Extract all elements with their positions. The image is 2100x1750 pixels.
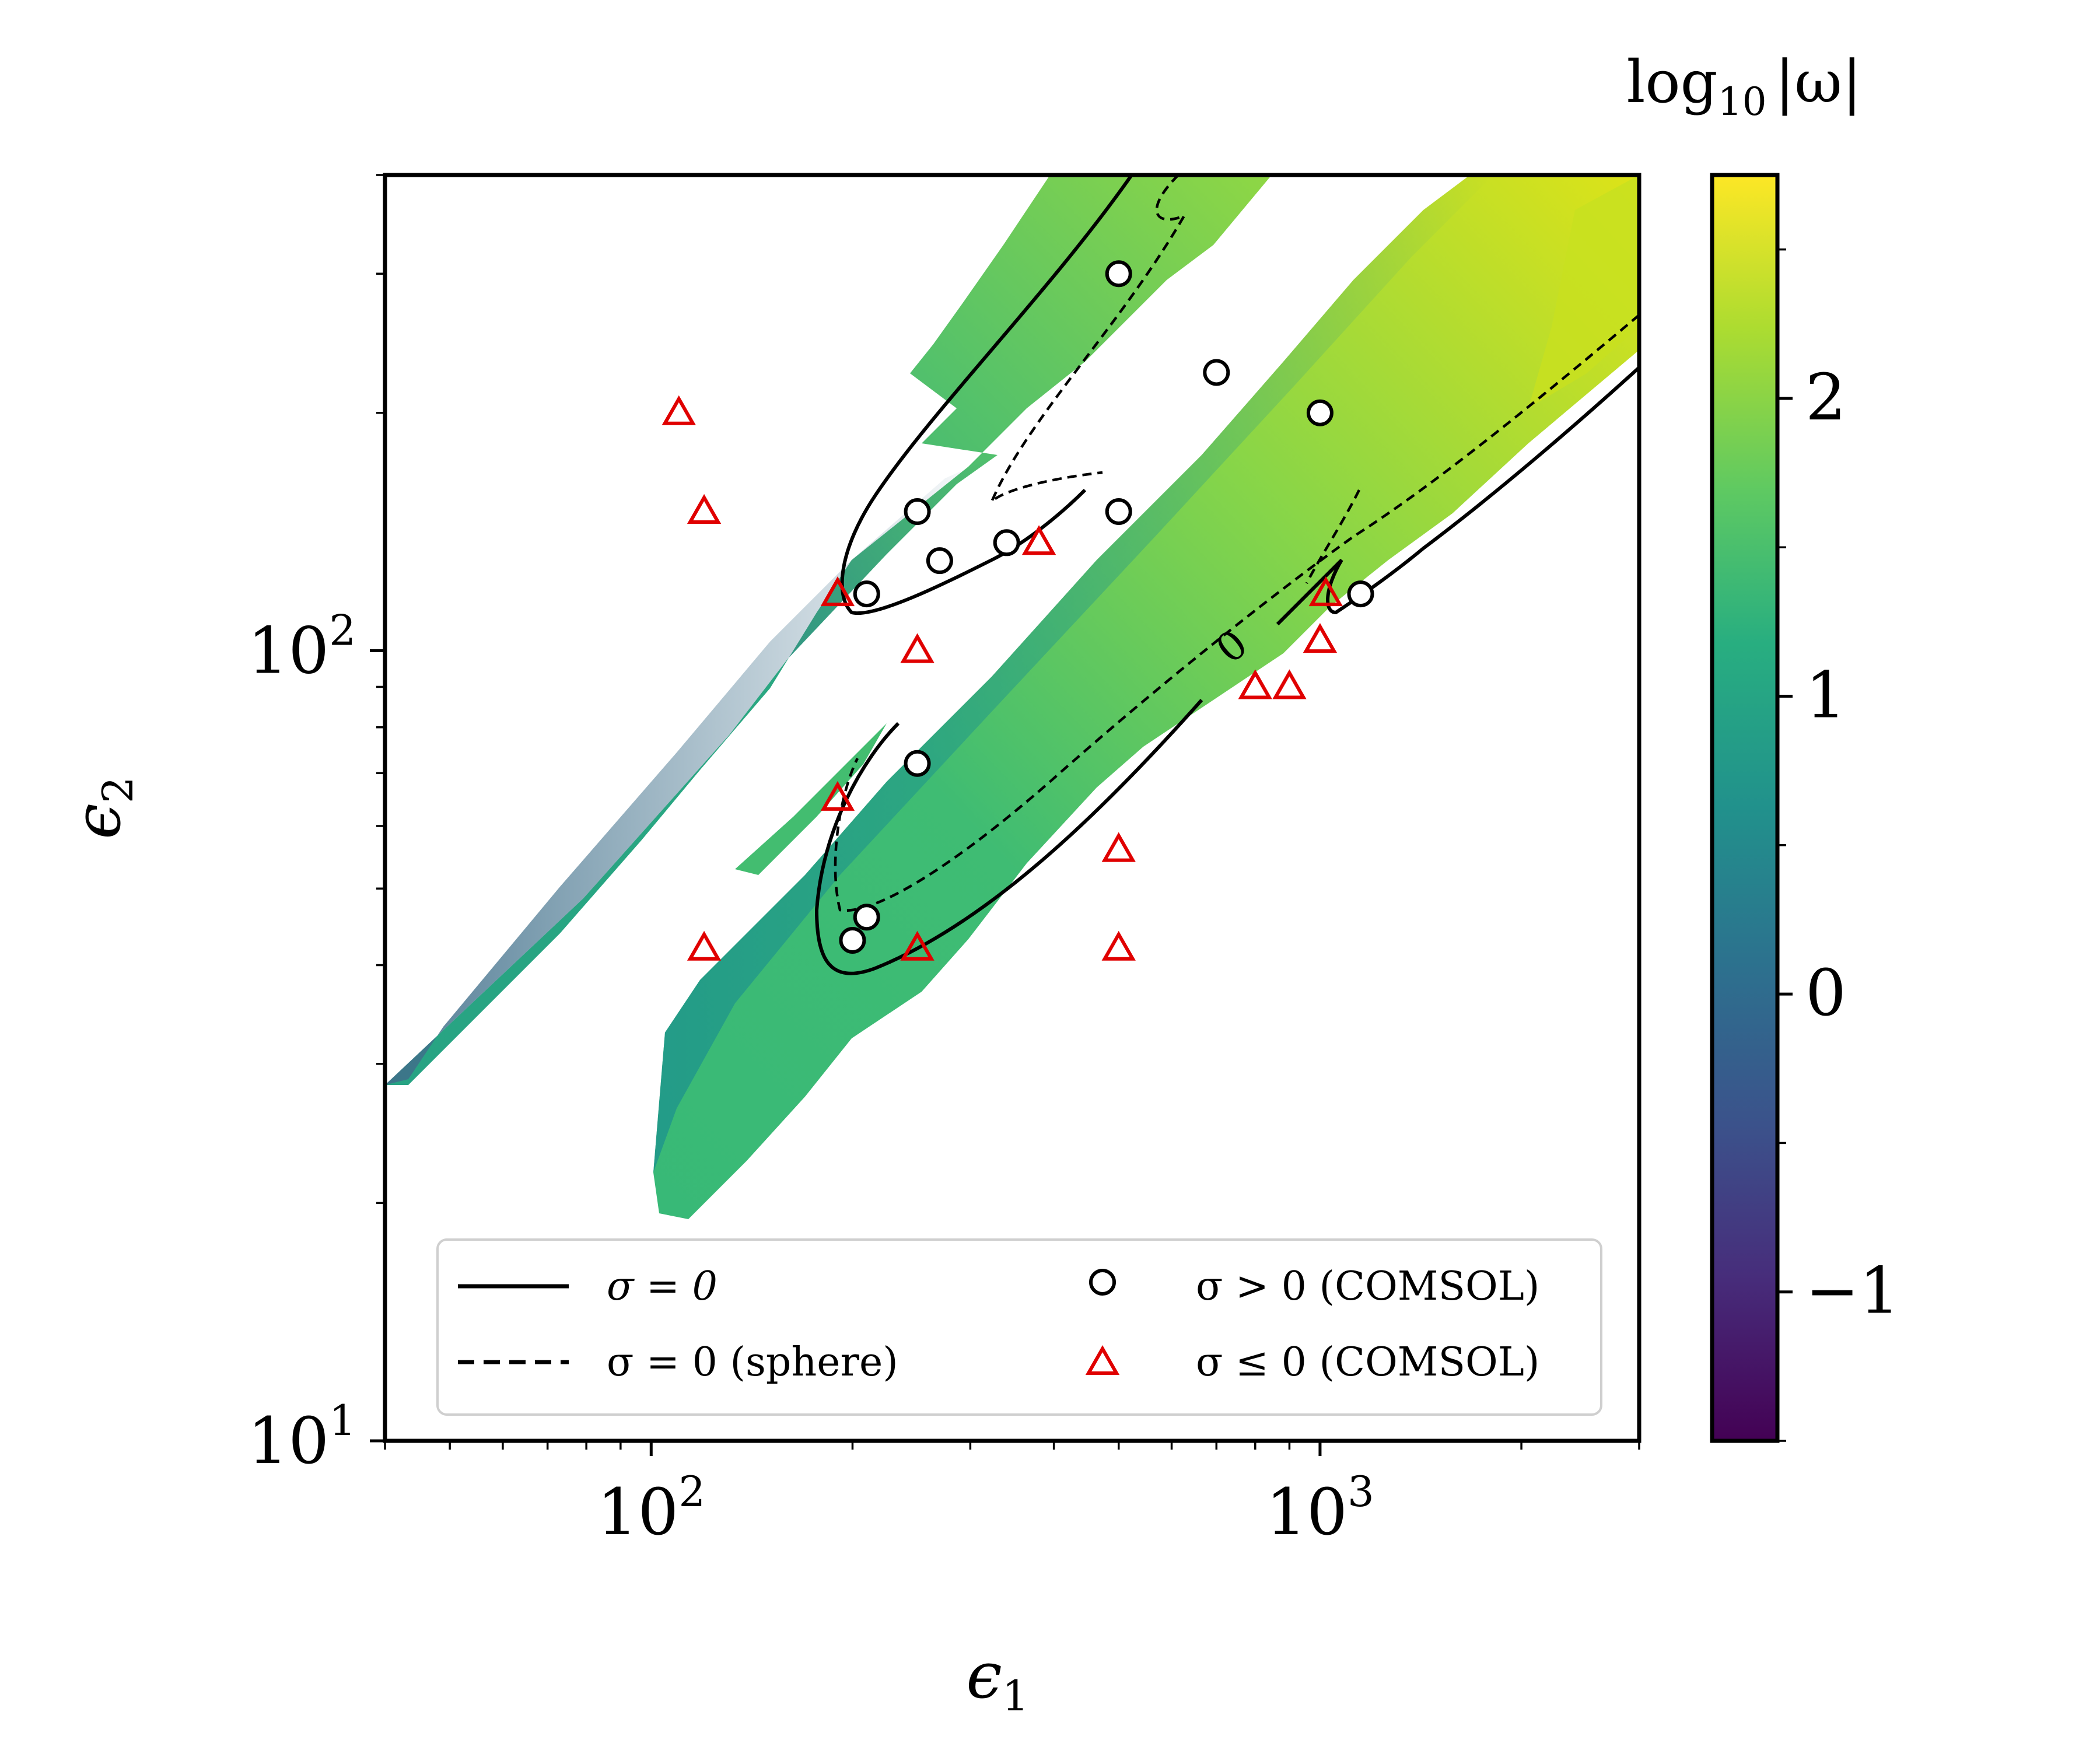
plot-area — [383, 173, 1642, 1443]
marker-sigma-nonpositive — [820, 576, 855, 607]
marker-sigma-nonpositive — [900, 930, 935, 961]
x-axis: 102 103 — [384, 1441, 1640, 1549]
colorbar-ticks: −1 0 1 2 — [1777, 248, 1900, 1442]
marker-sigma-positive — [1105, 260, 1132, 288]
contour-sigma-zero-sphere-upper — [990, 175, 1188, 503]
marker-sigma-positive — [904, 498, 931, 525]
marker-sigma-positive — [853, 904, 880, 931]
legend-label-sigma-positive: σ > 0 (COMSOL) — [1196, 1264, 1539, 1310]
marker-sigma-nonpositive — [1101, 930, 1136, 961]
marker-sigma-nonpositive — [687, 930, 722, 961]
marker-sigma-nonpositive — [662, 395, 696, 425]
marker-sigma-positive — [1347, 580, 1374, 608]
marker-sigma-nonpositive — [1238, 669, 1272, 699]
colorbar-title: log10 |ω| — [1626, 48, 1861, 124]
legend-label-sigma-zero-sphere: σ = 0 (sphere) — [607, 1339, 898, 1385]
marker-sigma-nonpositive — [1303, 623, 1338, 653]
heatmap-regions: 0 — [385, 175, 1639, 1219]
colorbar: −1 0 1 2 log10 |ω| — [1626, 48, 1900, 1443]
contour-sigma-zero-main — [814, 699, 1203, 975]
heatmap-band-upper-left-edge — [385, 455, 998, 1085]
colorbar-tick-label: 0 — [1805, 956, 1846, 1030]
colorbar-tick-label: −1 — [1805, 1254, 1900, 1328]
y-axis-label: ϵ2 — [60, 776, 142, 839]
x-tick-label: 102 — [597, 1467, 705, 1549]
legend-box — [436, 1238, 1602, 1416]
marker-sigma-positive — [904, 750, 931, 777]
marker-sigma-nonpositive — [1021, 525, 1056, 555]
marker-sigma-positive — [1105, 498, 1132, 525]
legend-triangle-swatch — [1085, 1345, 1120, 1375]
colorbar-tick-label: 1 — [1805, 658, 1846, 733]
marker-sigma-nonpositive — [900, 633, 935, 663]
x-axis-label: ϵ1 — [966, 1638, 1028, 1720]
marker-sigma-positive — [839, 926, 866, 954]
marker-sigma-positive — [1306, 399, 1334, 426]
marker-sigma-positive — [853, 580, 880, 608]
contour-sigma-zero-sphere-main — [834, 314, 1639, 912]
y-tick-label: 101 — [247, 1396, 356, 1478]
marker-sigma-positive — [1203, 359, 1230, 386]
colorbar-tick-label: 2 — [1805, 360, 1846, 435]
scatter-markers — [662, 260, 1374, 961]
heatmap-strip — [735, 723, 887, 875]
legend: σ = 0 σ > 0 (COMSOL) σ = 0 (sphere) σ ≤ … — [436, 1238, 1602, 1416]
marker-sigma-positive — [993, 529, 1020, 556]
heatmap-band-upper-left — [385, 175, 1272, 1085]
marker-sigma-nonpositive — [687, 494, 722, 524]
contour-sigma-zero-sphere-tail — [1305, 489, 1361, 584]
colorbar-gradient — [1710, 173, 1780, 1443]
marker-sigma-nonpositive — [1272, 669, 1307, 699]
legend-label-sigma-zero: σ = 0 — [607, 1264, 718, 1310]
heatmap-band-right-tail — [1528, 175, 1639, 408]
legend-circle-swatch — [1089, 1269, 1116, 1296]
x-tick-label: 103 — [1266, 1467, 1374, 1549]
y-axis: 101 102 — [247, 174, 385, 1478]
marker-sigma-nonpositive — [820, 780, 855, 811]
marker-sigma-positive — [926, 547, 953, 575]
y-tick-label: 102 — [247, 606, 356, 688]
marker-sigma-nonpositive — [1101, 832, 1136, 862]
marker-sigma-nonpositive — [1308, 576, 1343, 607]
legend-label-sigma-nonpositive: σ ≤ 0 (COMSOL) — [1196, 1339, 1539, 1385]
